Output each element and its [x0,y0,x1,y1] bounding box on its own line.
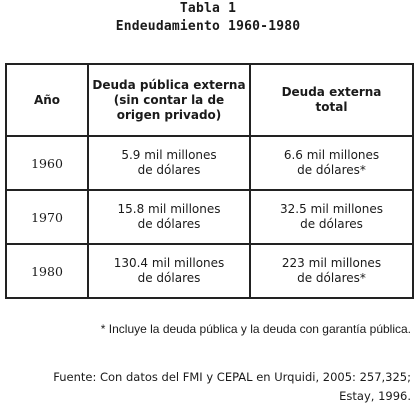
table-subtitle: Endeudamiento 1960-1980 [115,19,301,34]
table-title: Tabla 1 [179,1,237,16]
public-debt-value: 15.8 mil millones de dólares [117,202,221,231]
year-value: 1970 [31,209,63,225]
header-year-label: Año [33,92,61,107]
table-footnote: * Incluye la deuda pública y la deuda co… [100,322,411,336]
total-debt-cell: 6.6 mil millones de dólares* [249,135,414,191]
table-header-row: Año Deuda pública externa (sin contar la… [5,63,414,137]
public-debt-cell: 130.4 mil millones de dólares [87,243,251,299]
year-value: 1980 [31,263,63,279]
public-debt-cell: 5.9 mil millones de dólares [87,135,251,191]
total-debt-cell: 32.5 mil millones de dólares [249,189,414,245]
header-public-debt-label: Deuda pública externa (sin contar la de … [92,77,246,122]
total-debt-value: 32.5 mil millones de dólares [280,202,383,231]
public-debt-cell: 15.8 mil millones de dólares [87,189,251,245]
total-debt-cell: 223 mil millones de dólares* [249,243,414,299]
header-total-debt: Deuda externa total [249,63,414,137]
table-row: 1980 130.4 mil millones de dólares 223 m… [5,243,414,299]
header-year: Año [5,63,89,137]
public-debt-value: 130.4 mil millones de dólares [113,256,225,285]
year-cell: 1980 [5,243,89,299]
header-total-debt-label: Deuda externa total [281,85,382,114]
year-cell: 1960 [5,135,89,191]
total-debt-value: 223 mil millones de dólares* [281,256,382,285]
source-line-2: Estay, 1996. [339,389,411,403]
table-row: 1960 5.9 mil millones de dólares 6.6 mil… [5,135,414,191]
year-cell: 1970 [5,189,89,245]
total-debt-value: 6.6 mil millones de dólares* [283,148,380,177]
source-line-1: Fuente: Con datos del FMI y CEPAL en Urq… [53,370,411,384]
debt-table: Año Deuda pública externa (sin contar la… [5,63,414,299]
header-public-debt: Deuda pública externa (sin contar la de … [87,63,251,137]
year-value: 1960 [31,155,63,171]
table-row: 1970 15.8 mil millones de dólares 32.5 m… [5,189,414,245]
public-debt-value: 5.9 mil millones de dólares [121,148,217,177]
